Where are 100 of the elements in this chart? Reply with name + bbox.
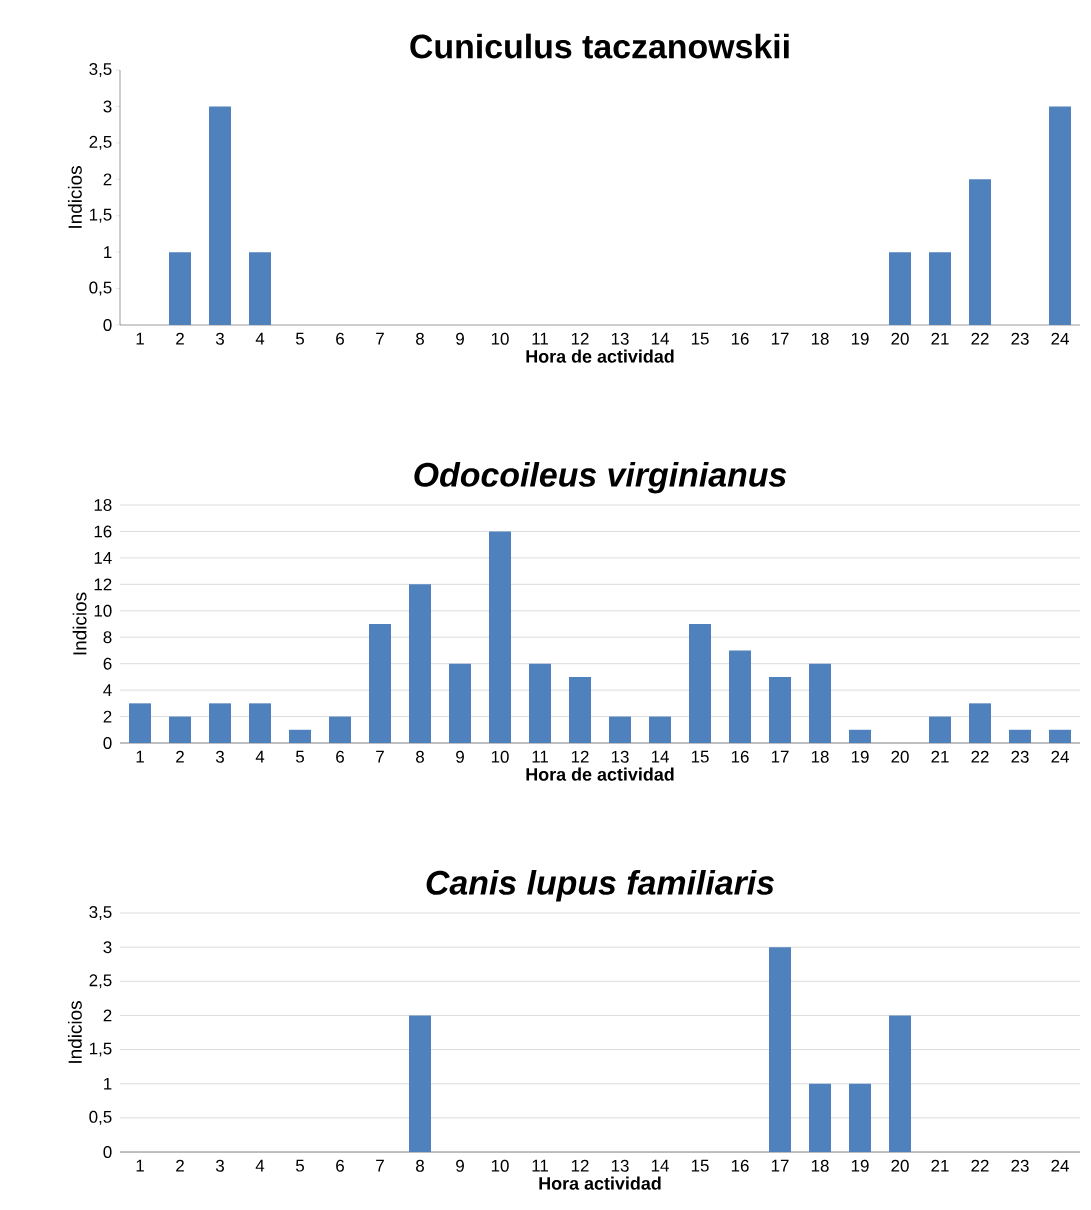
y-tick-label: 0,5 (89, 281, 112, 296)
bar (929, 252, 952, 325)
bar (769, 947, 792, 1153)
x-tick-label: 5 (295, 750, 304, 763)
y-tick-label: 2 (103, 173, 112, 186)
bar (809, 1083, 832, 1153)
bar (849, 1083, 872, 1153)
bar (129, 703, 151, 744)
x-tick-label: 10 (491, 1159, 509, 1172)
x-tick-label: 23 (1011, 1159, 1029, 1172)
y-tick-label: 1,5 (89, 1042, 112, 1057)
x-tick-label: 16 (731, 332, 749, 345)
bar (169, 252, 191, 325)
x-tick-label: 13 (611, 332, 629, 345)
x-tick-label: 20 (891, 332, 909, 345)
bar (489, 531, 512, 744)
bar (409, 584, 431, 744)
x-tick-label: 3 (215, 1159, 224, 1172)
x-tick-label: 18 (811, 332, 829, 345)
x-tick-label: 14 (651, 332, 669, 345)
x-tick-label: 10 (491, 332, 509, 345)
y-tick-label: 2 (103, 710, 112, 723)
x-tick-label: 22 (971, 1159, 989, 1172)
y-tick-label: 14 (94, 552, 112, 564)
x-tick-label: 8 (416, 332, 424, 345)
bar (209, 106, 231, 325)
x-tick-label: 8 (416, 1159, 424, 1172)
x-tick-label: 5 (295, 332, 304, 345)
bar (929, 716, 952, 744)
x-tick-label: 7 (376, 332, 384, 345)
y-tick-label: 6 (103, 657, 112, 670)
x-tick-label: 22 (971, 332, 989, 345)
x-tick-label: 19 (851, 750, 869, 763)
y-axis-title: Indicios (72, 592, 87, 655)
x-tick-label: 5 (295, 1159, 304, 1172)
y-tick-label: 10 (94, 604, 112, 617)
x-tick-label: 15 (691, 750, 709, 763)
bar (529, 663, 552, 744)
bar (809, 663, 832, 744)
x-tick-label: 20 (891, 750, 909, 763)
x-tick-label: 23 (1011, 750, 1029, 763)
y-tick-label: 16 (94, 525, 112, 538)
y-tick-label: 0 (103, 1146, 112, 1159)
bar (969, 179, 992, 325)
y-tick-label: 2 (103, 1009, 112, 1022)
chart-title: Odocoileus virginianus (414, 461, 787, 494)
x-tick-label: 11 (532, 332, 548, 345)
chart-title: Cuniculus taczanowskii (410, 33, 789, 59)
bar (249, 252, 271, 325)
x-tick-label: 16 (731, 1159, 749, 1172)
y-tick-label: 18 (94, 499, 112, 512)
x-tick-label: 14 (651, 750, 669, 763)
bar (969, 703, 992, 744)
y-tick-label: 12 (94, 578, 112, 591)
x-tick-label: 17 (771, 332, 789, 345)
x-tick-label: 9 (456, 1159, 464, 1172)
x-tick-label: 4 (255, 750, 265, 763)
x-tick-label: 13 (611, 1159, 629, 1172)
y-tick-label: 2,5 (89, 974, 112, 989)
bar (289, 729, 311, 744)
y-tick-label: 3 (103, 100, 112, 113)
y-tick-label: 0 (103, 737, 112, 750)
bar (1049, 106, 1072, 325)
y-tick-label: 1 (104, 246, 112, 258)
x-tick-label: 15 (691, 1159, 709, 1172)
bar (889, 1015, 912, 1153)
bar (329, 716, 351, 744)
bar (1009, 729, 1032, 744)
x-tick-label: 21 (931, 750, 949, 763)
x-tick-label: 12 (571, 750, 589, 763)
x-tick-label: 7 (376, 1159, 384, 1172)
bar (849, 729, 872, 744)
x-tick-label: 8 (416, 750, 424, 763)
x-tick-label: 12 (571, 1159, 589, 1172)
x-tick-label: 9 (456, 332, 464, 345)
y-tick-label: 8 (103, 631, 112, 644)
x-tick-label: 18 (811, 1159, 829, 1172)
y-axis-title: Indicios (67, 166, 82, 228)
y-tick-label: 3,5 (89, 906, 112, 921)
x-tick-label: 17 (771, 750, 789, 763)
bar (769, 676, 792, 744)
bar (729, 650, 752, 744)
chart-title: Canis lupus familiaris (426, 869, 774, 902)
x-axis-title: Hora de actividad (526, 767, 674, 781)
x-tick-label: 24 (1051, 750, 1069, 763)
x-tick-label: 19 (851, 1159, 869, 1172)
x-tick-label: 4 (255, 332, 265, 345)
y-tick-label: 0 (103, 319, 112, 332)
bar (409, 1015, 431, 1153)
x-tick-label: 10 (491, 750, 509, 763)
x-tick-label: 4 (255, 1159, 265, 1172)
x-tick-label: 11 (532, 750, 548, 763)
x-tick-label: 21 (931, 332, 949, 345)
bar (249, 703, 271, 744)
x-tick-label: 3 (215, 750, 224, 763)
bar (569, 676, 592, 744)
x-tick-label: 6 (336, 1159, 344, 1172)
y-axis-title: Indicios (67, 1001, 82, 1063)
bar (1049, 729, 1072, 744)
y-tick-label: 1 (104, 1077, 112, 1090)
